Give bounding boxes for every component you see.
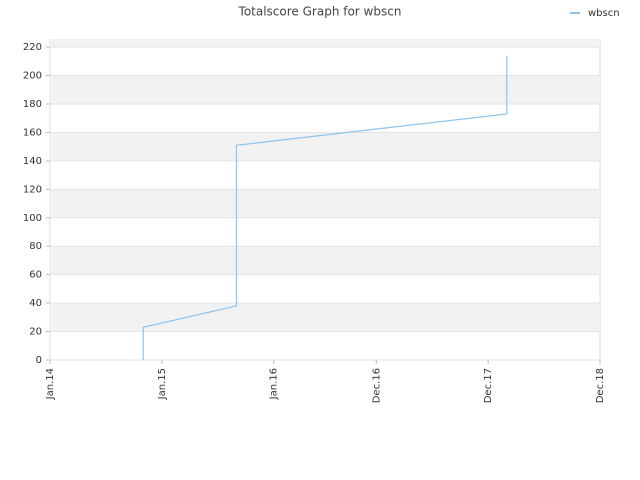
x-tick-label: Jan.15 bbox=[157, 368, 168, 400]
grid-band bbox=[50, 132, 600, 161]
grid-band bbox=[50, 40, 600, 48]
grid-band bbox=[50, 189, 600, 218]
series-line bbox=[142, 55, 508, 360]
chart-title: Totalscore Graph for wbscn bbox=[238, 5, 402, 19]
x-tick-label: Dec.16 bbox=[371, 368, 382, 403]
y-tick-label: 0 bbox=[36, 355, 42, 366]
legend-label: wbscn bbox=[588, 8, 620, 19]
grid-band bbox=[50, 75, 600, 104]
y-tick-label: 160 bbox=[23, 127, 42, 138]
y-tick-label: 100 bbox=[23, 213, 42, 224]
y-tick-label: 60 bbox=[29, 270, 42, 281]
y-tick-label: 80 bbox=[29, 241, 42, 252]
y-tick-label: 140 bbox=[23, 156, 42, 167]
grid-band bbox=[50, 303, 600, 332]
x-tick-label: Jan.14 bbox=[45, 368, 56, 400]
x-tick-label: Jan.16 bbox=[269, 368, 280, 400]
grid-band bbox=[50, 246, 600, 275]
y-tick-label: 220 bbox=[23, 42, 42, 53]
x-tick-label: Dec.17 bbox=[483, 368, 494, 403]
y-tick-label: 20 bbox=[29, 327, 42, 338]
y-tick-label: 180 bbox=[23, 99, 42, 110]
y-tick-label: 200 bbox=[23, 71, 42, 82]
y-tick-label: 40 bbox=[29, 298, 42, 309]
y-tick-label: 120 bbox=[23, 184, 42, 195]
x-tick-label: Dec.18 bbox=[595, 368, 606, 403]
